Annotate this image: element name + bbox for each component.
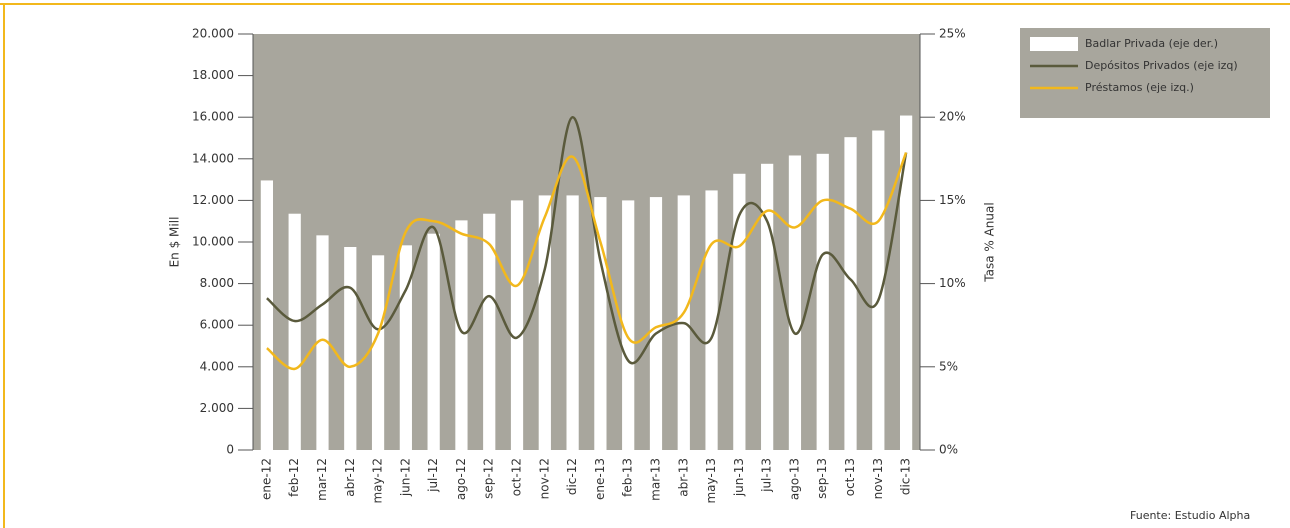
- y-tick-label: 16.000: [192, 110, 234, 124]
- x-tick-label: feb-12: [287, 458, 301, 497]
- y-axis-label: En $ Mill: [168, 217, 182, 268]
- x-tick-label: jul-12: [426, 458, 440, 493]
- y-tick-label: 18.000: [192, 68, 234, 82]
- y-tick-label: 4.000: [200, 359, 234, 373]
- bar: [788, 155, 802, 451]
- y-tick-label: 12.000: [192, 193, 234, 207]
- x-tick-label: abr-13: [676, 458, 690, 497]
- y2-tick-label: 15%: [939, 193, 966, 207]
- x-tick-label: jun-13: [732, 458, 746, 497]
- x-tick-label: ago-13: [787, 458, 801, 500]
- y-tick-label: 20.000: [192, 27, 234, 41]
- y2-tick-label: 25%: [939, 27, 966, 41]
- x-tick-label: oct-12: [510, 458, 524, 496]
- x-tick-label: abr-12: [343, 458, 357, 497]
- bar: [649, 197, 663, 450]
- x-tick-label: dic-13: [899, 458, 913, 495]
- x-tick-label: oct-13: [843, 458, 857, 496]
- bar: [566, 195, 579, 450]
- x-tick-label: ene-13: [593, 458, 607, 500]
- x-tick-label: ago-12: [454, 458, 468, 500]
- x-tick-label: sep-12: [482, 458, 496, 499]
- y2-tick-label: 0%: [939, 443, 958, 457]
- bar: [483, 213, 496, 450]
- y-tick-label: 10.000: [192, 235, 234, 249]
- x-tick-label: nov-13: [871, 458, 885, 499]
- y-tick-label: 0: [226, 443, 234, 457]
- y-tick-label: 2.000: [200, 401, 234, 415]
- x-tick-label: feb-13: [621, 458, 635, 497]
- y2-tick-label: 5%: [939, 359, 958, 373]
- plot-background: [253, 34, 920, 450]
- x-tick-label: sep-13: [815, 458, 829, 499]
- x-tick-label: mar-13: [648, 458, 662, 501]
- line: [266, 152, 908, 371]
- x-tick-label: may-12: [371, 458, 385, 504]
- x-tick-label: mar-12: [315, 458, 329, 501]
- x-tick-label: dic-12: [565, 458, 579, 495]
- x-tick-label: ene-12: [259, 458, 273, 500]
- bar: [844, 137, 857, 450]
- bar: [427, 233, 440, 450]
- bar: [316, 235, 329, 450]
- bar: [371, 255, 385, 450]
- source: Fuente: Estudio Alpha: [1130, 509, 1250, 522]
- bar: [510, 200, 524, 450]
- y2-axis-label: Tasa % Anual: [983, 202, 997, 282]
- y-tick-label: 6.000: [200, 318, 234, 332]
- bar: [538, 195, 551, 450]
- bar: [594, 197, 607, 450]
- bar: [816, 153, 829, 451]
- y-tick-label: 14.000: [192, 151, 234, 165]
- bar: [705, 190, 718, 450]
- legend-label: Préstamos (eje izq.): [1085, 81, 1194, 94]
- x-tick-label: may-13: [704, 458, 718, 504]
- bar: [622, 200, 635, 450]
- legend-swatch: [1030, 37, 1078, 51]
- bar: [899, 115, 913, 450]
- bar: [288, 213, 301, 450]
- bar: [260, 180, 274, 450]
- x-tick-label: nov-12: [537, 458, 551, 499]
- x-tick-label: jul-13: [760, 458, 774, 493]
- bar: [872, 130, 885, 450]
- y2-tick-label: 10%: [939, 276, 966, 290]
- legend-label: Badlar Privada (eje der.): [1085, 37, 1218, 50]
- bar: [761, 163, 774, 451]
- y-tick-label: 8.000: [200, 276, 234, 290]
- bar: [455, 220, 468, 450]
- y2-tick-label: 20%: [939, 110, 966, 124]
- bar: [344, 246, 357, 450]
- legend-label: Depósitos Privados (eje izq): [1085, 59, 1238, 72]
- x-tick-label: jun-12: [398, 458, 412, 497]
